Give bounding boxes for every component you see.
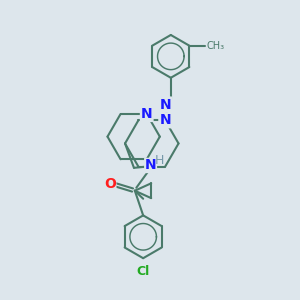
Text: O: O bbox=[104, 177, 116, 191]
Text: N: N bbox=[159, 113, 171, 127]
Text: Cl: Cl bbox=[136, 265, 150, 278]
Text: H: H bbox=[155, 154, 164, 167]
Text: N: N bbox=[160, 98, 171, 112]
Text: N: N bbox=[145, 158, 156, 172]
Text: N: N bbox=[141, 107, 152, 121]
Text: CH₃: CH₃ bbox=[206, 41, 224, 51]
